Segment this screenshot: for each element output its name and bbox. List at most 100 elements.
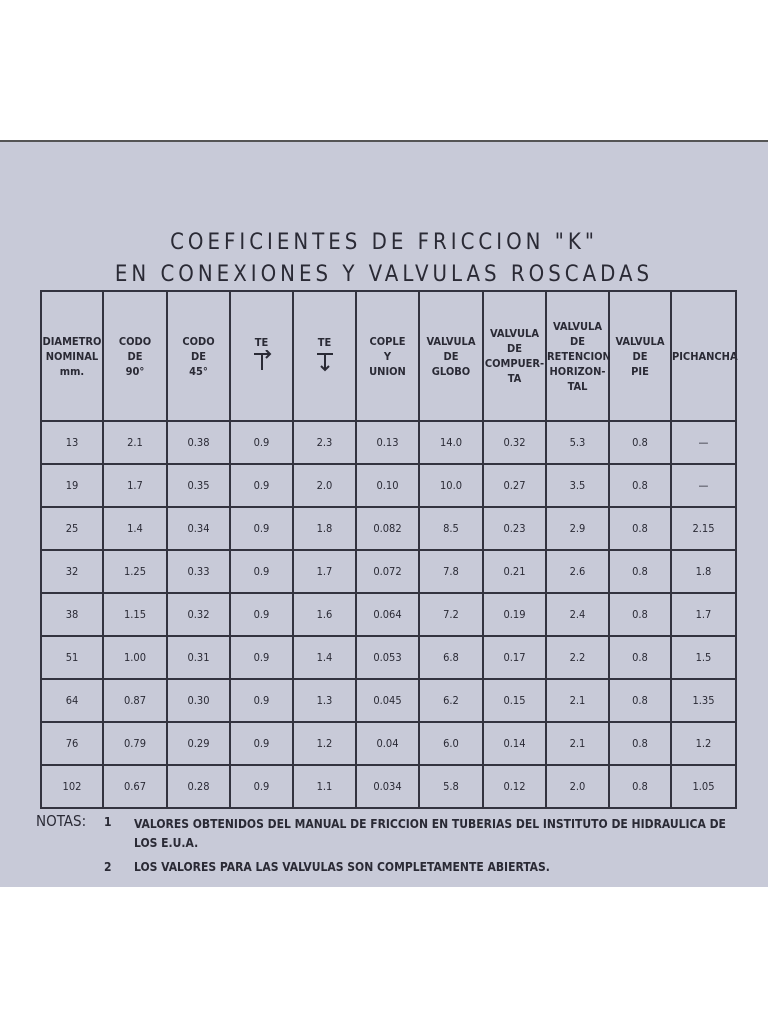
table-row: 51 1.00 0.31 0.9 1.4 0.053 6.8 0.17 2.2 0.8 1.5 xyxy=(40,635,737,680)
table-cell: 32 xyxy=(40,549,104,594)
table-cell: 0.33 xyxy=(166,549,231,594)
table-cell: 1.25 xyxy=(102,549,168,594)
header-text: PICHANCHA xyxy=(672,349,738,363)
table-cell: 0.29 xyxy=(166,721,231,766)
table-cell: 0.38 xyxy=(166,420,231,465)
table-cell: 1.4 xyxy=(292,635,357,680)
table-cell: 0.9 xyxy=(229,463,294,508)
column-header: VALVULA DE COMPUER- TA xyxy=(482,290,547,422)
table-cell: 0.8 xyxy=(608,420,672,465)
title-line: EN CONEXIONES Y VALVULAS ROSCADAS xyxy=(114,262,654,287)
table-cell: 1.4 xyxy=(102,506,168,551)
header-text: VALVULA DE COMPUER- TA xyxy=(484,327,545,385)
column-header: CODO DE 90° xyxy=(102,290,168,422)
table-cell: 0.19 xyxy=(482,592,547,637)
table-cell: 0.79 xyxy=(102,721,168,766)
table-cell: 1.2 xyxy=(670,721,737,766)
tee-icon xyxy=(316,352,333,371)
table-cell: 6.0 xyxy=(418,721,484,766)
table-cell: 3.5 xyxy=(545,463,610,508)
table-cell: 0.034 xyxy=(355,764,420,809)
table-cell: 0.053 xyxy=(355,635,420,680)
table-cell: 25 xyxy=(40,506,104,551)
table-cell: 1.1 xyxy=(292,764,357,809)
table-cell: 0.072 xyxy=(355,549,420,594)
table-cell: 7.8 xyxy=(418,549,484,594)
table-cell: 1.05 xyxy=(670,764,737,809)
header-row: DIAMETRO NOMINAL mm. CODO DE 90° CODO DE 4… xyxy=(40,290,738,422)
table-cell: 13 xyxy=(40,420,104,465)
table-body: 13 2.1 0.38 0.9 2.3 0.13 14.0 0.32 5.3 0.8—19 1.7 0… xyxy=(40,420,737,809)
table-cell: 2.15 xyxy=(670,506,737,551)
table-cell: 6.2 xyxy=(418,678,484,723)
header-text: VALVULA DE RETENCION HORIZON- TAL xyxy=(547,319,611,393)
table-cell: 38 xyxy=(40,592,104,637)
table-row: 25 1.4 0.34 0.9 1.8 0.082 8.5 0.23 2.9 0.8 2.15 xyxy=(40,506,737,551)
column-header: DIAMETRO NOMINAL mm. xyxy=(40,290,104,422)
tee-icon xyxy=(253,348,271,370)
header-text: TE xyxy=(254,335,269,349)
table-row: 13 2.1 0.38 0.9 2.3 0.13 14.0 0.32 5.3 0.8— xyxy=(40,420,737,465)
table-cell: — xyxy=(670,463,737,508)
table-cell: 2.6 xyxy=(545,549,610,594)
table-cell: 0.045 xyxy=(355,678,420,723)
note-number: 1 xyxy=(104,815,112,829)
table-cell: 0.8 xyxy=(608,678,672,723)
table-cell: 0.34 xyxy=(166,506,231,551)
header-text: DIAMETRO NOMINAL mm. xyxy=(42,334,102,378)
table-cell: 2.3 xyxy=(292,420,357,465)
column-header: VALVULA DE GLOBO xyxy=(418,290,484,422)
table-cell: 0.04 xyxy=(355,721,420,766)
header-text: CODO DE 45° xyxy=(182,334,215,378)
table-cell: 0.28 xyxy=(166,764,231,809)
table-cell: 5.3 xyxy=(545,420,610,465)
table-cell: 0.8 xyxy=(608,549,672,594)
table-cell: 51 xyxy=(40,635,104,680)
notes-label: NOTAS: xyxy=(36,812,87,830)
table-cell: 1.7 xyxy=(102,463,168,508)
table-cell: 2.9 xyxy=(545,506,610,551)
table-cell: 0.23 xyxy=(482,506,547,551)
header-text: CODO DE 90° xyxy=(118,334,152,378)
friction-table: DIAMETRO NOMINAL mm. CODO DE 90° CODO DE 4… xyxy=(40,290,738,809)
table-cell: 1.7 xyxy=(292,549,357,594)
table-cell: 0.9 xyxy=(229,549,294,594)
header-text: VALVULA DE PIE xyxy=(615,334,665,378)
table-cell: 0.9 xyxy=(229,635,294,680)
table-cell: 1.8 xyxy=(670,549,737,594)
table-cell: 0.8 xyxy=(608,463,672,508)
table-cell: 5.8 xyxy=(418,764,484,809)
table-cell: 0.9 xyxy=(229,678,294,723)
table-cell: 1.6 xyxy=(292,592,357,637)
table-cell: 0.30 xyxy=(166,678,231,723)
table-cell: 0.32 xyxy=(166,592,231,637)
header-text: COPLE Y UNION xyxy=(369,334,406,378)
table-cell: 0.9 xyxy=(229,592,294,637)
table-cell: 0.8 xyxy=(608,721,672,766)
table-cell: 0.21 xyxy=(482,549,547,594)
table-cell: 0.27 xyxy=(482,463,547,508)
table-cell: 64 xyxy=(40,678,104,723)
table-cell: 0.9 xyxy=(229,506,294,551)
table-cell: 0.67 xyxy=(102,764,168,809)
table-cell: 1.2 xyxy=(292,721,357,766)
table-row: 76 0.79 0.29 0.9 1.2 0.04 6.0 0.14 2.1 0.8 1.2 xyxy=(40,721,737,766)
table-cell: 1.00 xyxy=(102,635,168,680)
table-cell: 0.32 xyxy=(482,420,547,465)
table-cell: 2.4 xyxy=(545,592,610,637)
table-row: 19 1.7 0.35 0.9 2.0 0.10 10.0 0.27 3.5 0.8— xyxy=(40,463,737,508)
table-cell: 1.8 xyxy=(292,506,357,551)
column-header: VALVULA DE RETENCION HORIZON- TAL xyxy=(545,290,611,422)
table-cell: 1.5 xyxy=(670,635,737,680)
table-cell: 2.0 xyxy=(545,764,610,809)
table-cell: 0.15 xyxy=(482,678,547,723)
table-cell: 0.10 xyxy=(355,463,420,508)
table-cell: 0.8 xyxy=(608,764,672,809)
table-cell: 102 xyxy=(40,764,104,809)
note-number: 2 xyxy=(104,860,112,874)
column-header: VALVULA DE PIE xyxy=(608,290,672,422)
table-cell: 2.1 xyxy=(102,420,168,465)
table-cell: 0.082 xyxy=(355,506,420,551)
column-header: CODO DE 45° xyxy=(166,290,231,422)
column-header: TE xyxy=(292,290,357,422)
